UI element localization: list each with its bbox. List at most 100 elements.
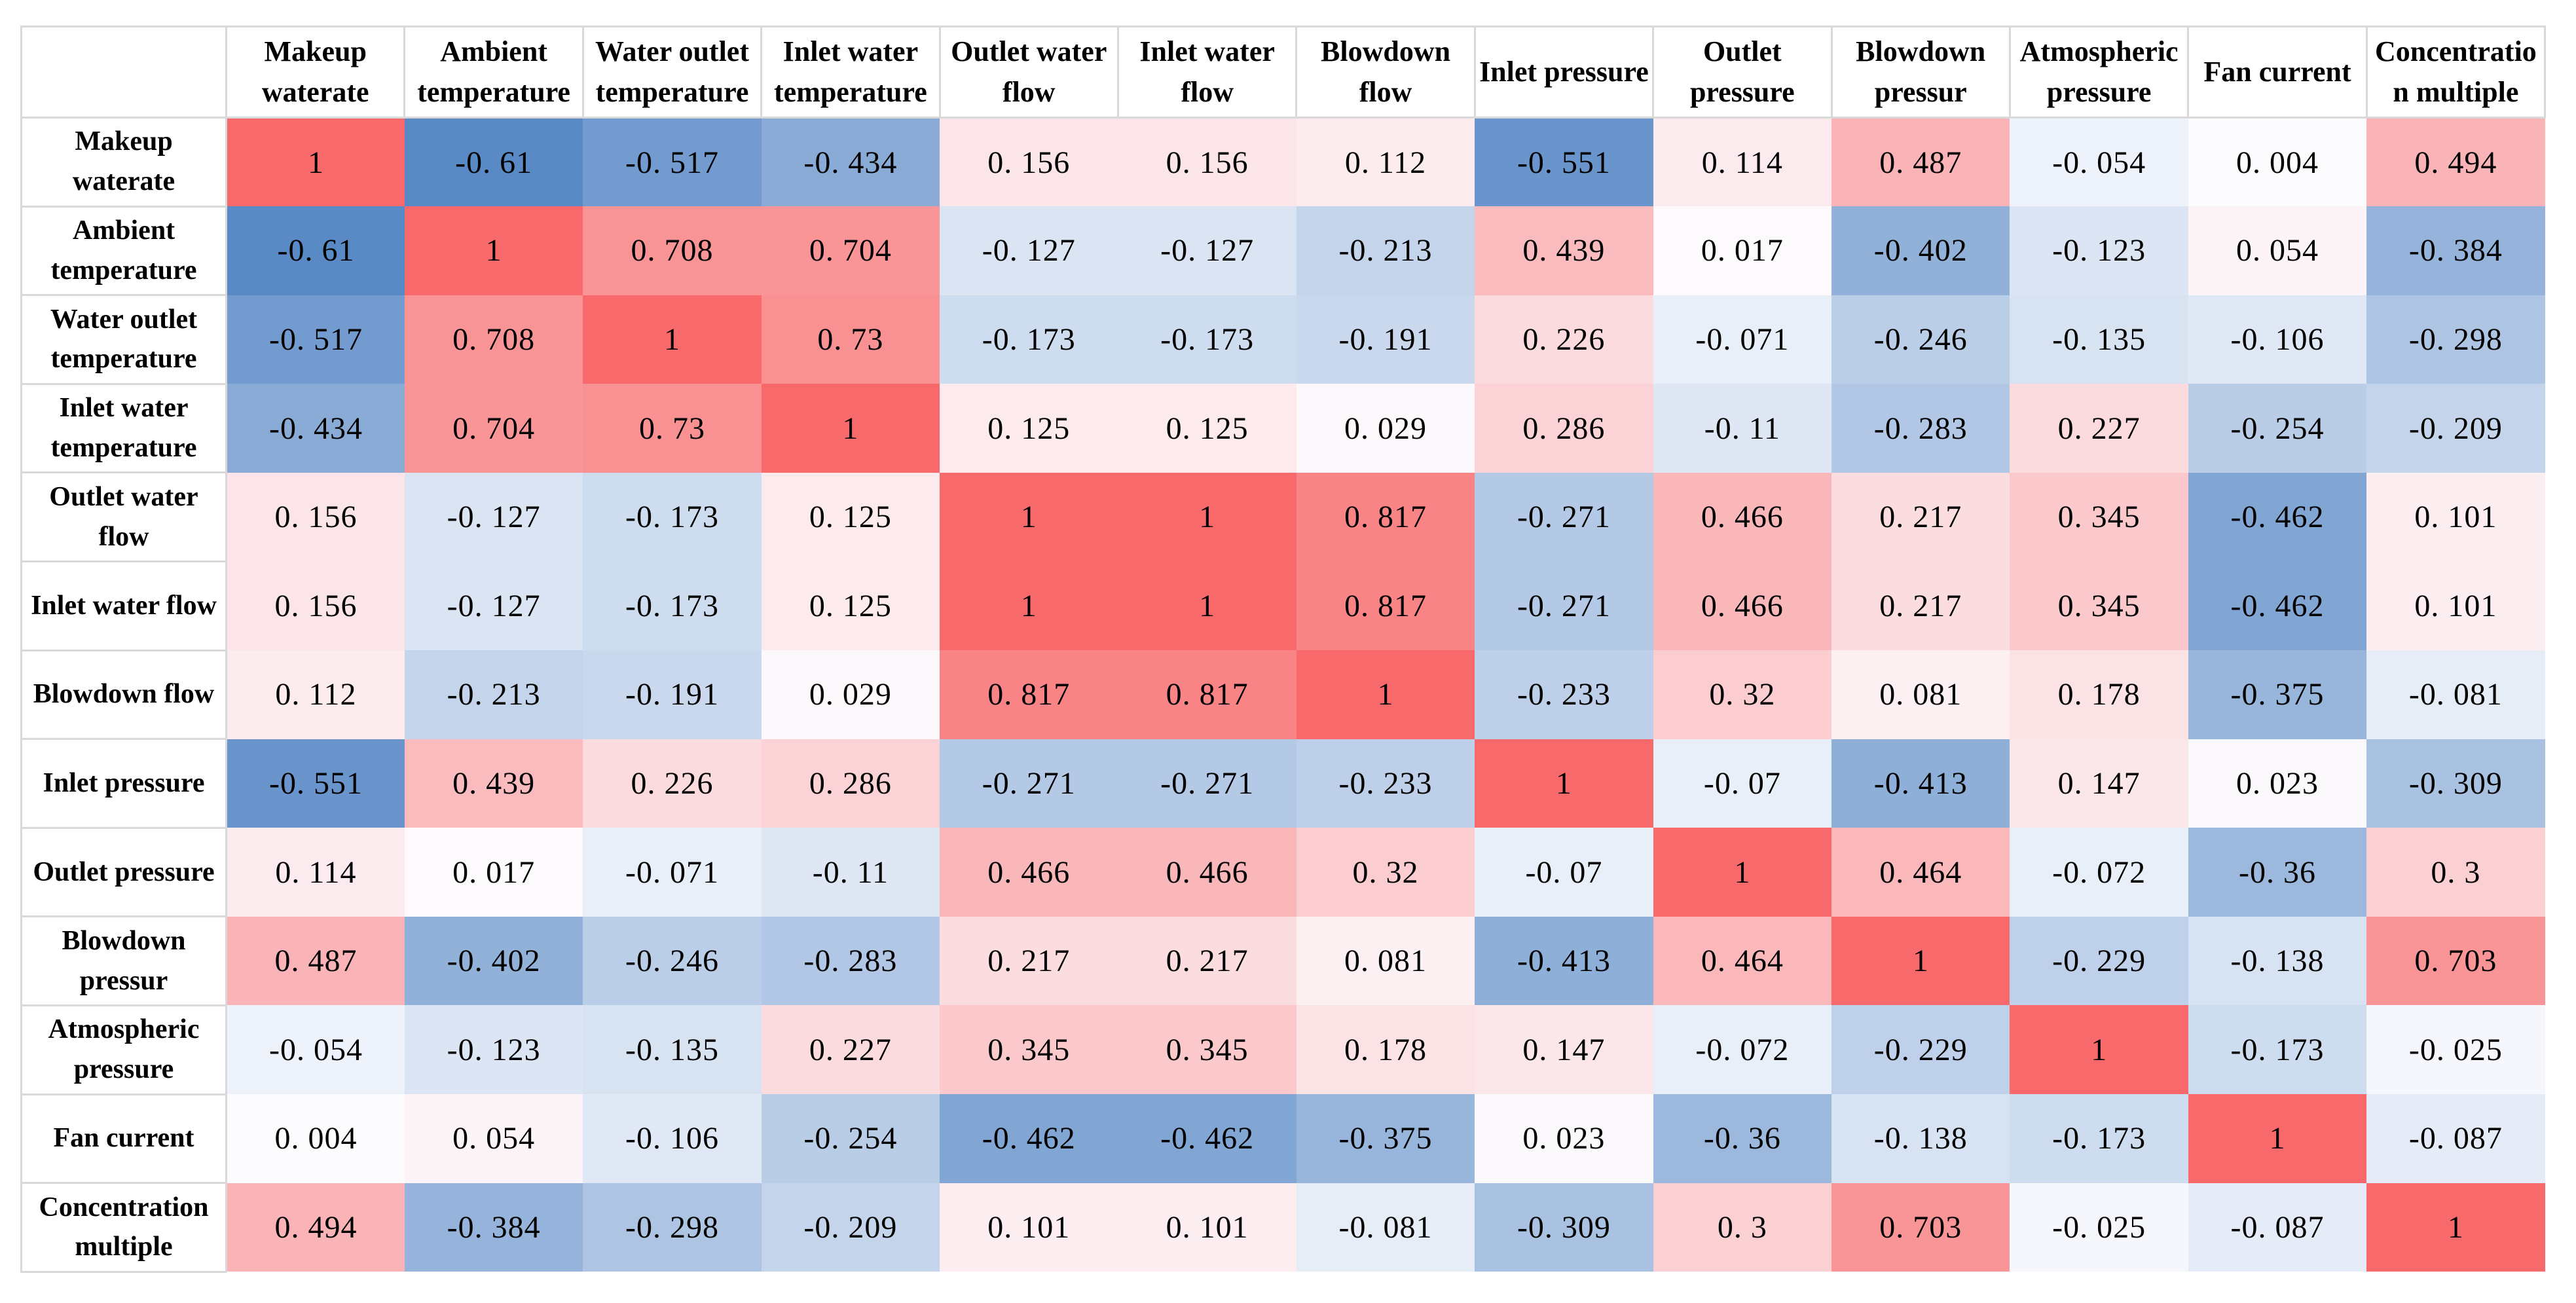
column-header: Water outlet temperature xyxy=(581,26,763,119)
matrix-cell: 0. 464 xyxy=(1653,916,1832,1006)
matrix-cell: 0. 817 xyxy=(1118,650,1297,739)
matrix-cell: 0. 004 xyxy=(226,1094,405,1183)
matrix-cell: -0. 254 xyxy=(2188,384,2367,473)
matrix-cell: -0. 233 xyxy=(1296,739,1475,828)
matrix-cell: 0. 017 xyxy=(1653,206,1832,295)
matrix-cell: -0. 36 xyxy=(1653,1094,1832,1183)
table-row: Atmospheric pressure -0. 054 -0. 123 -0. 13… xyxy=(20,1004,2545,1095)
matrix-cell: 0. 156 xyxy=(226,472,405,562)
matrix-cell: -0. 081 xyxy=(2366,650,2545,739)
matrix-cell: 0. 345 xyxy=(1118,1005,1297,1095)
matrix-cell: -0. 462 xyxy=(2188,472,2367,562)
matrix-cell: -0. 246 xyxy=(583,916,762,1006)
matrix-cell: -0. 072 xyxy=(2010,828,2188,917)
matrix-cell: 0. 466 xyxy=(1653,561,1832,651)
column-header: Inlet pressure xyxy=(1473,26,1655,119)
matrix-cell: 0. 101 xyxy=(2366,472,2545,562)
matrix-cell: -0. 462 xyxy=(2188,561,2367,651)
matrix-cell: 1 xyxy=(226,117,405,207)
matrix-cell: -0. 138 xyxy=(1831,1094,2010,1183)
row-header: Atmospheric pressure xyxy=(20,1004,227,1095)
matrix-cell: -0. 271 xyxy=(1475,472,1653,562)
matrix-cell: -0. 054 xyxy=(226,1005,405,1095)
matrix-cell: -0. 081 xyxy=(1296,1183,1475,1272)
matrix-cell: 0. 217 xyxy=(940,916,1118,1006)
matrix-cell: -0. 254 xyxy=(761,1094,940,1183)
matrix-cell: -0. 11 xyxy=(761,828,940,917)
matrix-cell: -0. 229 xyxy=(1831,1005,2010,1095)
matrix-cell: 1 xyxy=(2188,1094,2367,1183)
matrix-cell: -0. 072 xyxy=(1653,1005,1832,1095)
matrix-cell: 0. 703 xyxy=(2366,916,2545,1006)
row-header: Inlet water temperature xyxy=(20,382,227,474)
matrix-cell: 1 xyxy=(1653,828,1832,917)
matrix-cell: 0. 708 xyxy=(404,295,583,384)
matrix-cell: -0. 462 xyxy=(940,1094,1118,1183)
matrix-cell: -0. 233 xyxy=(1475,650,1653,739)
matrix-cell: -0. 123 xyxy=(404,1005,583,1095)
matrix-cell: 0. 439 xyxy=(1475,206,1653,295)
table-row: Inlet water flow 0. 156 -0. 127 -0. 173 0. 1… xyxy=(20,560,2545,652)
matrix-cell: 0. 73 xyxy=(761,295,940,384)
matrix-cell: 0. 081 xyxy=(1831,650,2010,739)
column-header: Outlet pressure xyxy=(1652,26,1833,119)
matrix-cell: -0. 173 xyxy=(583,561,762,651)
matrix-cell: 0. 125 xyxy=(761,472,940,562)
matrix-cell: -0. 07 xyxy=(1653,739,1832,828)
column-header: Makeup waterate xyxy=(225,26,406,119)
correlation-table: Makeup waterate Ambient temperature Water … xyxy=(20,26,2547,1273)
matrix-cell: -0. 434 xyxy=(761,117,940,207)
matrix-cell: -0. 213 xyxy=(404,650,583,739)
matrix-cell: -0. 375 xyxy=(2188,650,2367,739)
matrix-cell: 0. 029 xyxy=(1296,384,1475,473)
row-header: Blowdown flow xyxy=(20,649,227,741)
matrix-cell: 0. 704 xyxy=(761,206,940,295)
matrix-cell: -0. 271 xyxy=(1475,561,1653,651)
table-row: Outlet pressure 0. 114 0. 017 -0. 071 -0. 11… xyxy=(20,826,2545,918)
matrix-cell: 0. 004 xyxy=(2188,117,2367,207)
matrix-cell: 0. 494 xyxy=(2366,117,2545,207)
table-row: Makeup waterate 1 -0. 61 -0. 517 -0. 434 0. 1… xyxy=(20,117,2545,208)
matrix-cell: -0. 191 xyxy=(583,650,762,739)
matrix-cell: -0. 402 xyxy=(1831,206,2010,295)
matrix-cell: 1 xyxy=(1296,650,1475,739)
matrix-cell: -0. 309 xyxy=(1475,1183,1653,1272)
matrix-cell: 0. 286 xyxy=(761,739,940,828)
matrix-cell: -0. 551 xyxy=(226,739,405,828)
table-row: Ambient temperature -0. 61 1 0. 708 0. 704 -0… xyxy=(20,205,2545,297)
matrix-cell: -0. 283 xyxy=(1831,384,2010,473)
matrix-cell: 0. 217 xyxy=(1831,472,2010,562)
matrix-cell: -0. 127 xyxy=(940,206,1118,295)
matrix-cell: 0. 3 xyxy=(1653,1183,1832,1272)
matrix-cell: -0. 135 xyxy=(2010,295,2188,384)
table-row: Blowdown flow 0. 112 -0. 213 -0. 191 0. 029 0… xyxy=(20,649,2545,741)
row-header: Outlet water flow xyxy=(20,471,227,562)
matrix-cell: -0. 402 xyxy=(404,916,583,1006)
matrix-cell: 0. 178 xyxy=(1296,1005,1475,1095)
column-header: Atmospheric pressure xyxy=(2008,26,2190,119)
matrix-cell: -0. 173 xyxy=(583,472,762,562)
column-header-row: Makeup waterate Ambient temperature Water … xyxy=(20,26,2547,119)
matrix-cell: -0. 283 xyxy=(761,916,940,1006)
matrix-cell: -0. 434 xyxy=(226,384,405,473)
matrix-cell: -0. 106 xyxy=(583,1094,762,1183)
column-header: Fan current xyxy=(2187,26,2368,119)
matrix-cell: -0. 462 xyxy=(1118,1094,1297,1183)
matrix-cell: -0. 191 xyxy=(1296,295,1475,384)
matrix-cell: 1 xyxy=(1118,472,1297,562)
matrix-cell: 0. 32 xyxy=(1653,650,1832,739)
matrix-cell: 0. 494 xyxy=(226,1183,405,1272)
row-header: Water outlet temperature xyxy=(20,294,227,385)
matrix-cell: 0. 101 xyxy=(940,1183,1118,1272)
matrix-cell: -0. 517 xyxy=(583,117,762,207)
matrix-cell: -0. 61 xyxy=(226,206,405,295)
matrix-cell: 0. 73 xyxy=(583,384,762,473)
matrix-cell: 0. 125 xyxy=(761,561,940,651)
matrix-cell: 0. 023 xyxy=(1475,1094,1653,1183)
matrix-cell: 0. 703 xyxy=(1831,1183,2010,1272)
matrix-cell: 0. 817 xyxy=(940,650,1118,739)
matrix-cell: 0. 017 xyxy=(404,828,583,917)
matrix-cell: 0. 023 xyxy=(2188,739,2367,828)
matrix-cell: 0. 029 xyxy=(761,650,940,739)
